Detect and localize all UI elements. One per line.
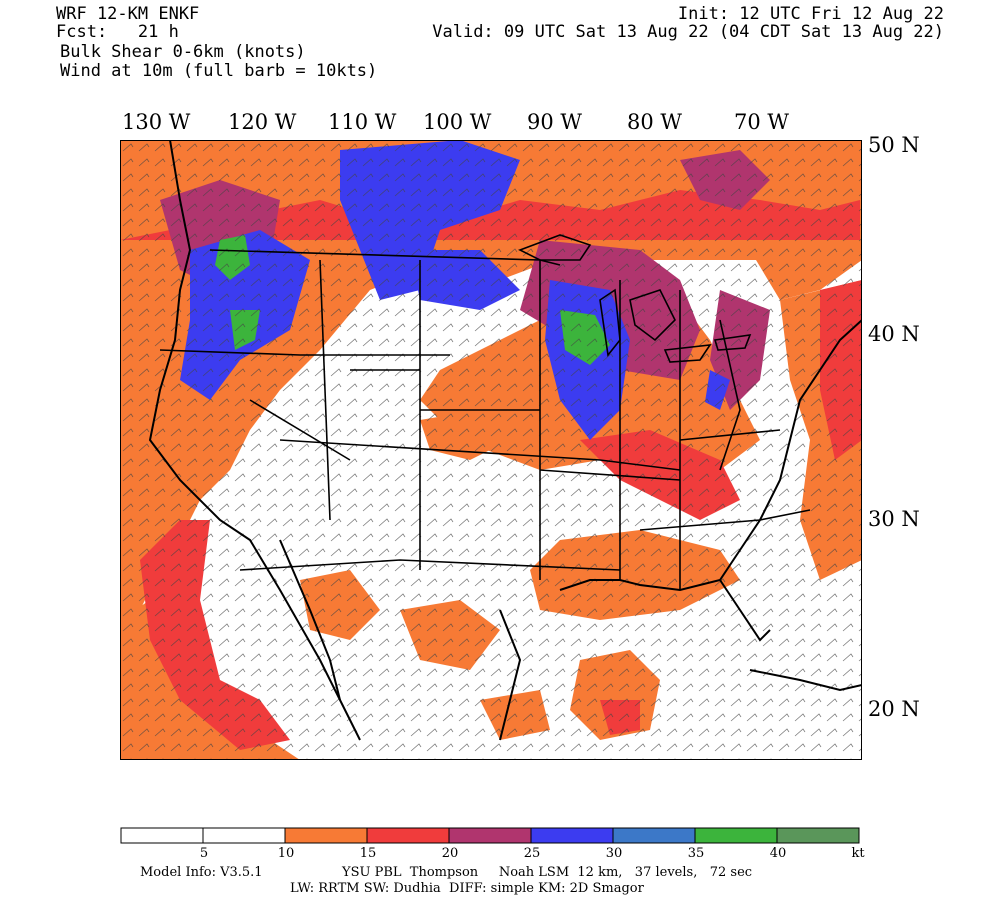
lon-label-90w: 90 W xyxy=(527,110,582,134)
field-label-shear: Bulk Shear 0-6km (knots) xyxy=(60,42,306,62)
lat-label-50n: 50 N xyxy=(868,133,920,157)
lat-label-20n: 20 N xyxy=(868,697,920,721)
shear-map xyxy=(120,140,862,760)
colorbar-cell xyxy=(202,827,286,844)
lon-label-100w: 100 W xyxy=(423,110,492,134)
lon-label-70w: 70 W xyxy=(734,110,789,134)
colorbar-tick-15: 15 xyxy=(359,846,377,861)
model-info: Model Info: V3.5.1 xyxy=(140,865,263,880)
lon-label-120w: 120 W xyxy=(228,110,297,134)
valid-time: Valid: 09 UTC Sat 13 Aug 22 (04 CDT Sat … xyxy=(432,22,944,42)
colorbar-tick-5: 5 xyxy=(199,846,209,861)
lat-label-30n: 30 N xyxy=(868,507,920,531)
colorbar-cell xyxy=(694,827,778,844)
radiation-info: LW: RRTM SW: Dudhia DIFF: simple KM: 2D … xyxy=(290,881,644,896)
colorbar-cell xyxy=(448,827,532,844)
colorbar-tick-40: 40 xyxy=(769,846,787,861)
colorbar-tick-10: 10 xyxy=(277,846,295,861)
colorbar-cell xyxy=(284,827,368,844)
physics-info: YSU PBL Thompson Noah LSM 12 km, 37 leve… xyxy=(342,865,753,880)
colorbar-cell xyxy=(776,827,860,844)
colorbar-cell xyxy=(366,827,450,844)
model-title: WRF 12-KM ENKF xyxy=(56,4,200,24)
colorbar-cell xyxy=(612,827,696,844)
wind-barbs xyxy=(120,140,862,760)
init-time: Init: 12 UTC Fri 12 Aug 22 xyxy=(677,4,944,24)
lat-label-40n: 40 N xyxy=(868,322,920,346)
field-label-wind: Wind at 10m (full barb = 10kts) xyxy=(60,61,378,81)
great-lakes xyxy=(518,234,752,363)
lon-label-110w: 110 W xyxy=(328,110,397,134)
colorbar-tick-30: 30 xyxy=(605,846,623,861)
coastlines xyxy=(148,140,862,741)
colorbar-tick-20: 20 xyxy=(441,846,459,861)
colorbar-unit: kt xyxy=(851,846,865,861)
colorbar-tick-35: 35 xyxy=(687,846,705,861)
colorbar-tick-25: 25 xyxy=(523,846,541,861)
colorbar-cell xyxy=(120,827,204,844)
lon-label-130w: 130 W xyxy=(122,110,191,134)
forecast-hour: Fcst: 21 h xyxy=(56,22,179,42)
colorbar-cell xyxy=(530,827,614,844)
lon-label-80w: 80 W xyxy=(627,110,682,134)
